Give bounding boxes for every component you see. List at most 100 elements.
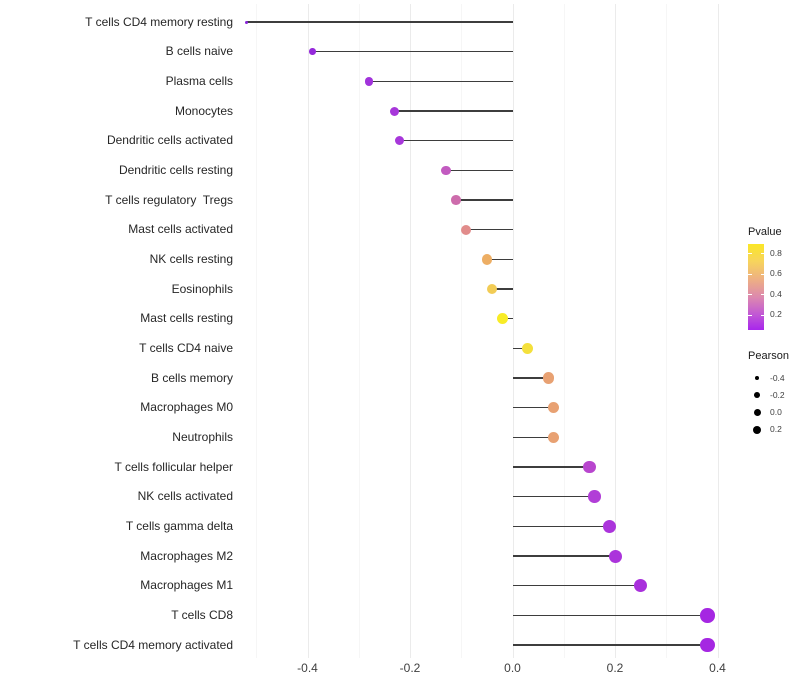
y-axis-label: T cells gamma delta bbox=[125, 518, 233, 533]
colorbar-tick-mark bbox=[748, 314, 752, 316]
lollipop-dot bbox=[588, 490, 601, 503]
lollipop-stick bbox=[512, 466, 590, 468]
y-axis-label: T cells CD4 memory resting bbox=[85, 14, 233, 29]
lollipop-stick bbox=[394, 110, 513, 112]
pearson-legend-label: -0.4 bbox=[770, 372, 785, 383]
y-axis-label: B cells naive bbox=[165, 44, 233, 59]
colorbar-tick-mark bbox=[760, 253, 764, 254]
lollipop-dot bbox=[522, 342, 534, 354]
y-axis-label: Plasma cells bbox=[165, 73, 233, 88]
major-gridline bbox=[512, 4, 514, 658]
colorbar-tick-mark bbox=[760, 273, 764, 275]
x-axis-tick-label: -0.2 bbox=[399, 661, 421, 675]
lollipop-stick bbox=[512, 347, 528, 350]
y-axis-label: T cells follicular helper bbox=[114, 459, 234, 474]
pearson-legend-dot bbox=[754, 375, 760, 381]
colorbar-tick-mark bbox=[748, 294, 752, 295]
y-axis-label: T cells regulatory Tregs bbox=[105, 192, 233, 207]
lollipop-stick bbox=[492, 288, 513, 290]
lollipop-dot bbox=[451, 195, 461, 205]
lollipop-dot bbox=[486, 283, 498, 295]
lollipop-stick bbox=[512, 555, 615, 557]
pearson-legend-dot bbox=[752, 425, 762, 434]
pearson-legend-dot bbox=[753, 409, 761, 417]
lollipop-dot bbox=[496, 313, 508, 325]
lollipop-stick bbox=[486, 258, 513, 261]
lollipop-dot bbox=[608, 549, 622, 563]
lollipop-dot bbox=[441, 165, 451, 176]
minor-gridline bbox=[563, 4, 565, 658]
major-gridline bbox=[307, 4, 309, 658]
pearson-legend-label: 0.0 bbox=[770, 407, 782, 418]
minor-gridline bbox=[666, 4, 668, 658]
lollipop-dot bbox=[395, 136, 405, 146]
lollipop-dot bbox=[364, 77, 374, 86]
minor-gridline bbox=[461, 4, 463, 658]
pvalue-legend-title: Pvalue bbox=[748, 226, 782, 238]
pvalue-tick-label: 0.6 bbox=[770, 268, 782, 278]
pearson-legend-dot bbox=[754, 392, 760, 399]
pvalue-tick-label: 0.4 bbox=[770, 288, 782, 299]
lollipop-stick bbox=[246, 21, 513, 23]
lollipop-dot bbox=[547, 431, 560, 444]
y-axis-label: Neutrophils bbox=[172, 429, 233, 444]
y-axis-label: NK cells resting bbox=[149, 251, 233, 266]
colorbar-tick-mark bbox=[748, 273, 752, 275]
minor-gridline bbox=[358, 4, 360, 658]
lollipop-stick bbox=[512, 406, 554, 409]
lollipop-dot bbox=[633, 578, 648, 593]
lollipop-dot bbox=[390, 106, 400, 116]
y-axis-label: Dendritic cells resting bbox=[118, 162, 233, 177]
y-axis-label: Monocytes bbox=[174, 103, 233, 118]
lollipop-dot bbox=[309, 48, 316, 55]
minor-gridline bbox=[256, 4, 258, 658]
lollipop-stick bbox=[456, 199, 513, 201]
lollipop-stick bbox=[512, 644, 708, 646]
x-axis-tick-label: 0.0 bbox=[504, 661, 521, 675]
y-axis-label: Macrophages M1 bbox=[140, 578, 233, 593]
lollipop-dot bbox=[700, 637, 715, 653]
lollipop-dot bbox=[461, 224, 472, 235]
lollipop-dot bbox=[583, 460, 596, 474]
plot-panel bbox=[223, 4, 730, 658]
x-axis-tick-label: 0.4 bbox=[709, 661, 726, 675]
pearson-legend-title: Pearson bbox=[748, 350, 789, 362]
lollipop-stick bbox=[512, 436, 554, 439]
lollipop-dot bbox=[481, 254, 493, 265]
lollipop-stick bbox=[512, 525, 610, 528]
y-axis-label: T cells CD8 bbox=[171, 607, 233, 622]
lollipop-dot bbox=[542, 372, 555, 384]
lollipop-stick bbox=[512, 614, 708, 617]
colorbar-tick-mark bbox=[748, 253, 752, 254]
y-axis-label: T cells CD4 memory activated bbox=[73, 637, 233, 652]
y-axis-label: NK cells activated bbox=[137, 489, 233, 504]
pvalue-tick-label: 0.2 bbox=[770, 309, 782, 319]
y-axis-label: T cells CD4 naive bbox=[139, 340, 233, 355]
lollipop-stick bbox=[369, 80, 513, 83]
lollipop-dot bbox=[603, 519, 617, 533]
lollipop-dot bbox=[244, 20, 248, 24]
lollipop-stick bbox=[512, 495, 595, 498]
lollipop-dot bbox=[700, 608, 715, 623]
lollipop-stick bbox=[512, 584, 641, 587]
y-axis-label: B cells memory bbox=[150, 370, 233, 385]
major-gridline bbox=[410, 4, 411, 658]
y-axis-label: Mast cells activated bbox=[128, 222, 233, 237]
pvalue-colorbar bbox=[748, 244, 764, 330]
y-axis-label: Mast cells resting bbox=[140, 311, 233, 326]
lollipop-stick bbox=[312, 50, 513, 53]
pearson-legend-label: 0.2 bbox=[770, 424, 782, 435]
x-axis-tick-label: 0.2 bbox=[606, 661, 624, 675]
pvalue-tick-label: 0.8 bbox=[770, 247, 782, 258]
y-axis-label: Eosinophils bbox=[171, 281, 233, 296]
colorbar-tick-mark bbox=[760, 314, 764, 316]
major-gridline bbox=[717, 4, 719, 658]
y-axis-label: Dendritic cells activated bbox=[106, 133, 233, 148]
lollipop-stick bbox=[445, 169, 513, 172]
x-axis-tick-label: -0.4 bbox=[297, 661, 318, 675]
lollipop-stick bbox=[512, 377, 549, 379]
pearson-legend-label: -0.2 bbox=[770, 389, 785, 400]
y-axis-label: Macrophages M2 bbox=[140, 548, 233, 563]
lollipop-stick bbox=[466, 228, 513, 231]
